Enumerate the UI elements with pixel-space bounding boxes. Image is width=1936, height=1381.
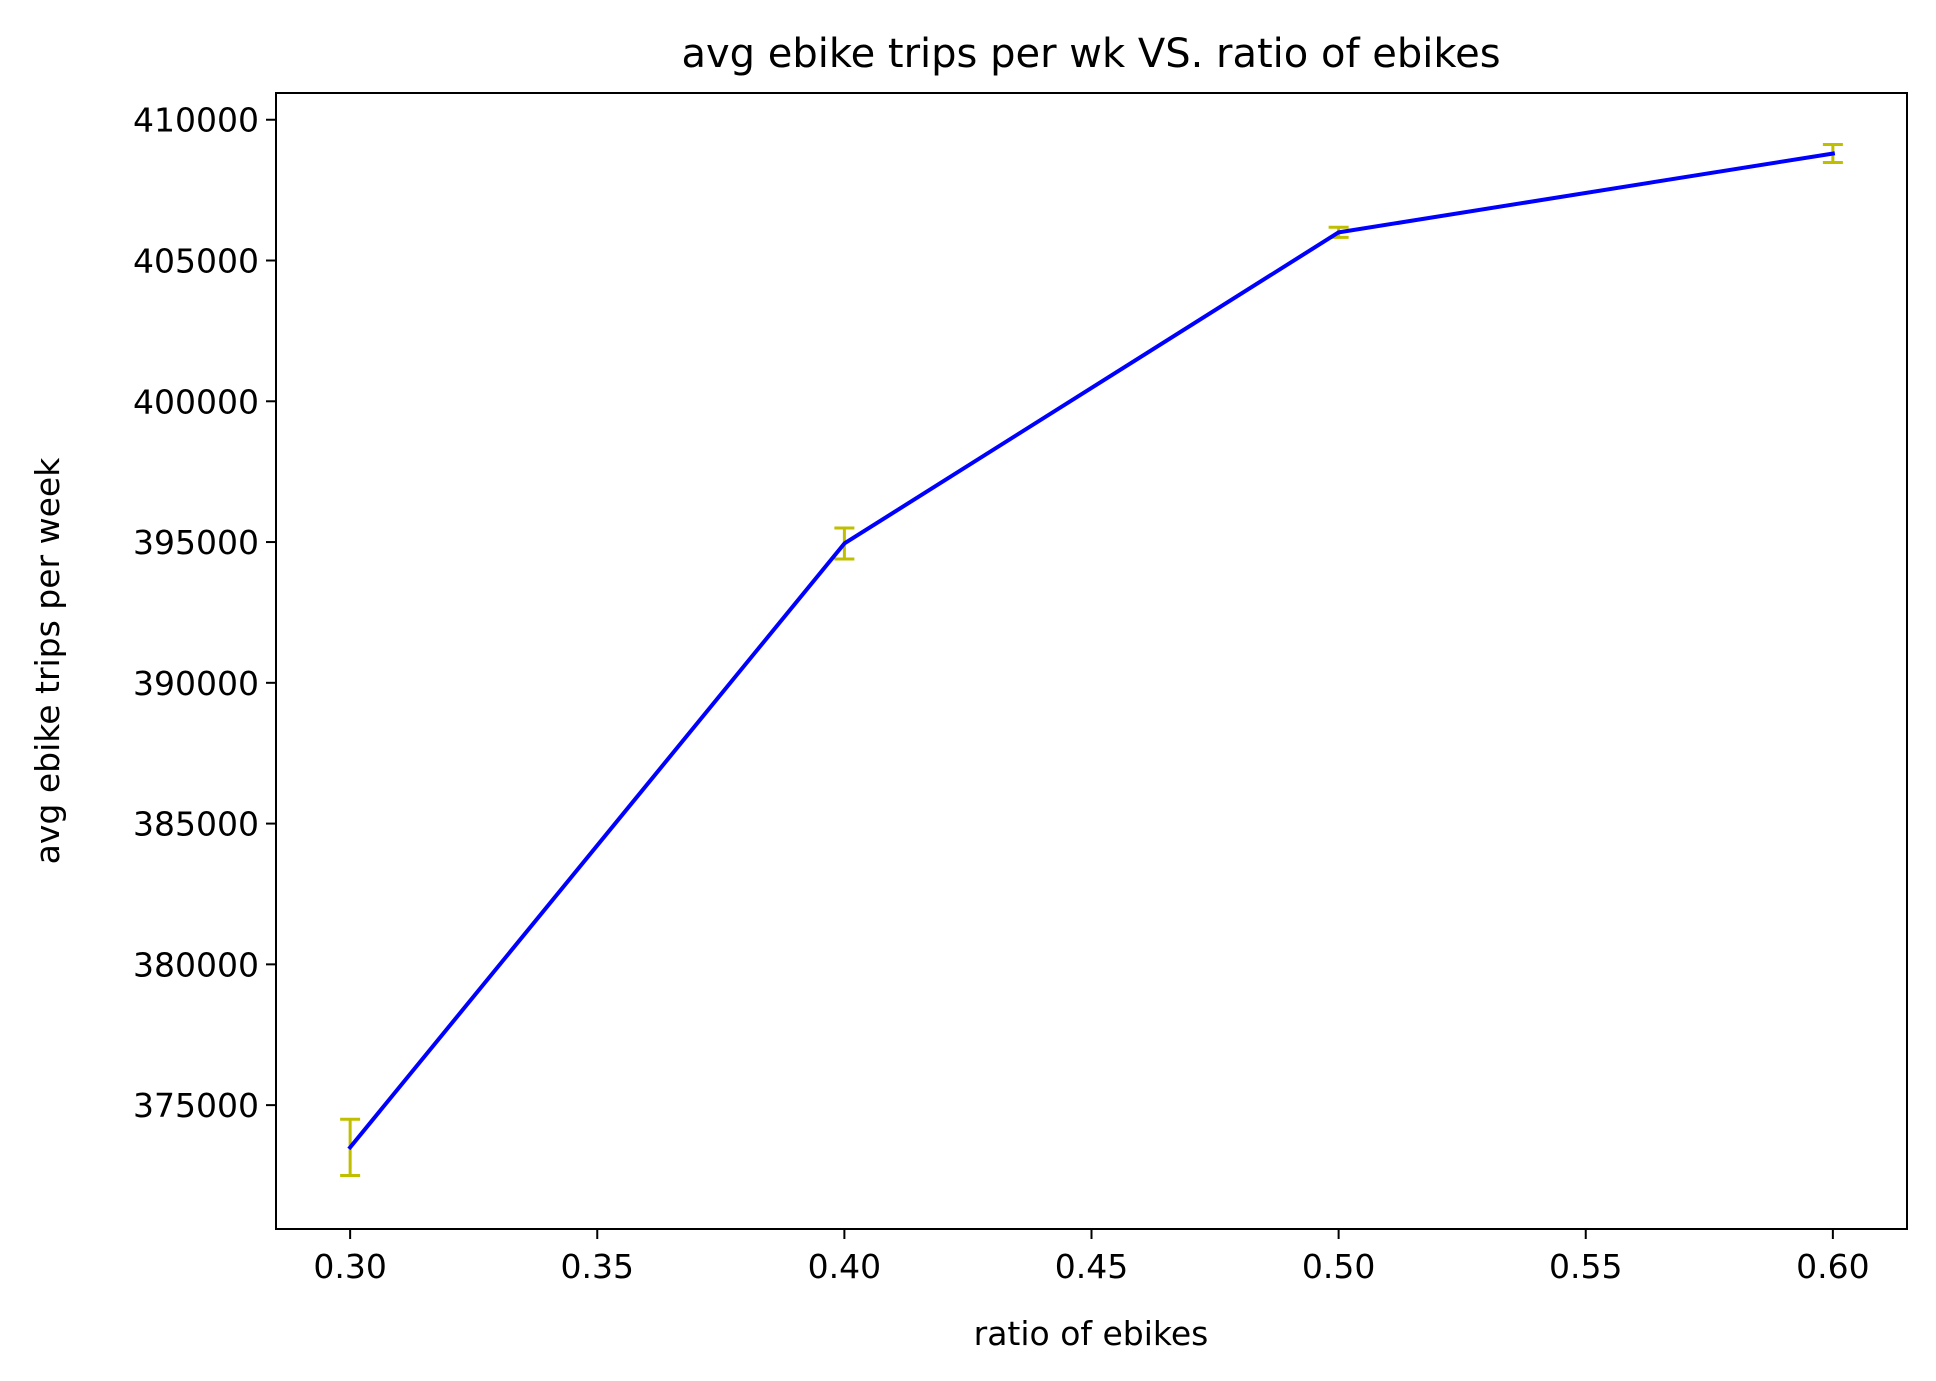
y-tick-label: 410000 [133,101,259,140]
x-axis-title: ratio of ebikes [974,1314,1209,1353]
y-tick-label: 395000 [133,523,259,562]
x-tick-label: 0.40 [808,1247,881,1286]
x-tick-label: 0.35 [561,1247,634,1286]
x-axis: 0.30 0.35 0.40 0.45 0.50 0.55 0.60 [313,1229,1870,1286]
series-line [347,151,1836,1151]
y-tick-label: 405000 [133,242,259,281]
plot-frame [275,92,1908,1230]
x-tick-label: 0.55 [1549,1247,1622,1286]
chart-title: avg ebike trips per wk VS. ratio of ebik… [681,31,1500,77]
plot-area [340,143,1843,1178]
y-tick-label: 400000 [133,382,259,421]
y-tick-label: 385000 [133,805,259,844]
y-tick-label: 375000 [133,1086,259,1125]
x-tick-label: 0.50 [1302,1247,1375,1286]
y-axis: 375000 380000 385000 390000 395000 400000 4050… [133,101,276,1125]
y-tick-label: 390000 [133,664,259,703]
y-tick-label: 380000 [133,945,259,984]
x-tick-label: 0.60 [1796,1247,1869,1286]
x-tick-label: 0.30 [313,1247,386,1286]
y-axis-title: avg ebike trips per week [28,457,67,865]
x-tick-label: 0.45 [1055,1247,1128,1286]
